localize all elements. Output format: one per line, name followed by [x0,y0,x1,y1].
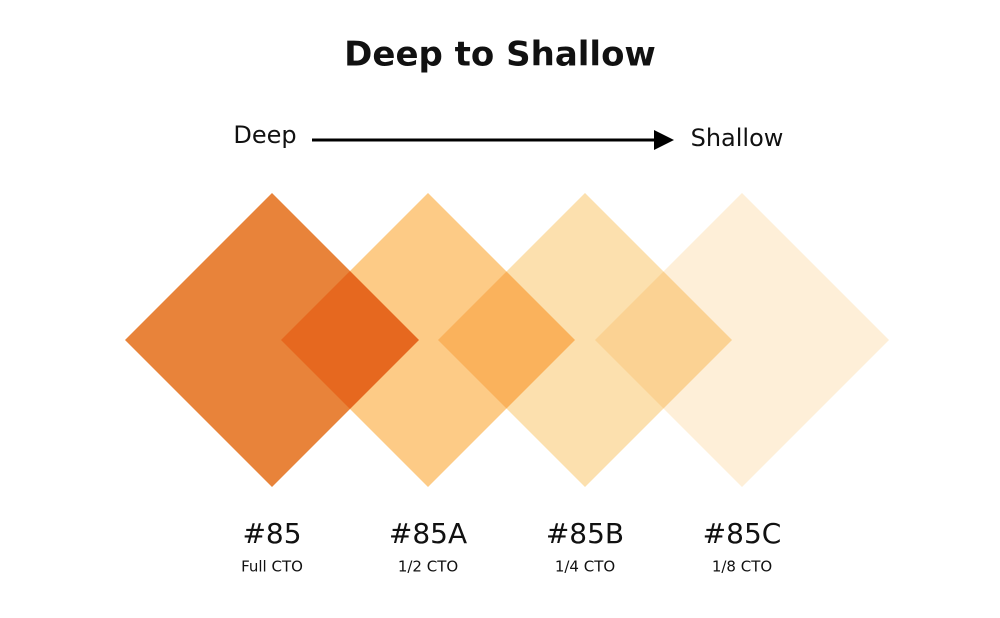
item-code: #85B [546,517,624,550]
item-code: #85 [242,517,301,550]
item-code: #85C [703,517,782,550]
item-label: 1/2 CTO [398,558,458,576]
arrow-head [654,130,674,150]
title: Deep to Shallow [344,35,656,75]
arrow-end-label: Shallow [691,124,784,152]
diamond [595,193,889,487]
item-label: 1/8 CTO [712,558,772,576]
item-labels: #85 Full CTO #85A 1/2 CTO #85B 1/4 CTO #85C 1/8… [241,517,781,576]
diamonds [125,193,889,487]
item-label: Full CTO [241,558,303,576]
diamond [438,193,732,487]
item-label: 1/4 CTO [555,558,615,576]
arrow-start-label: Deep [233,121,296,149]
item-code: #85A [389,517,467,550]
diamond [125,193,419,487]
diamond [281,193,575,487]
